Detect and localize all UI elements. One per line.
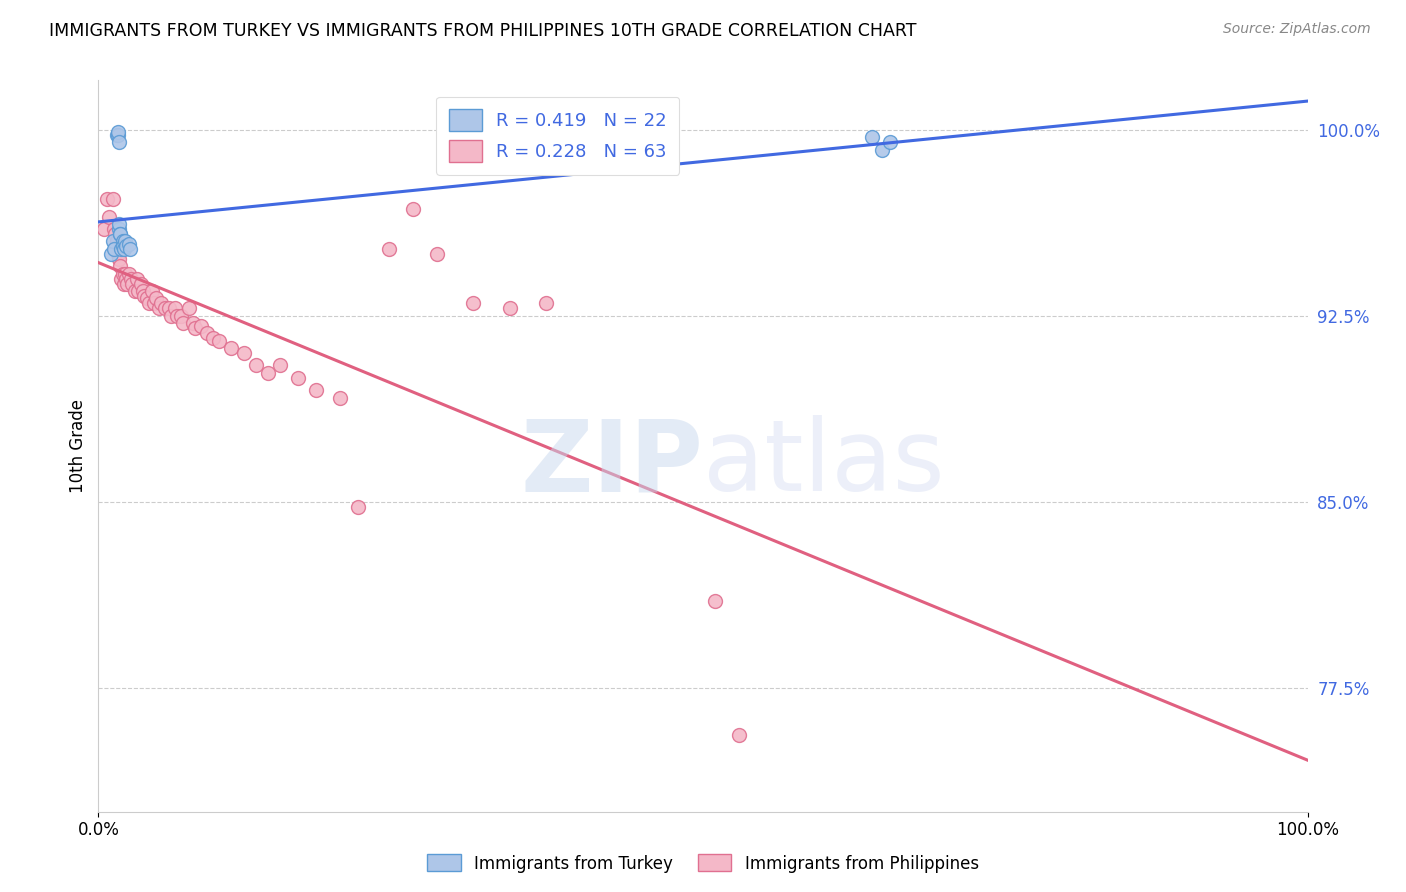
Point: [202, 331, 225, 345]
Point: [93, 222, 115, 236]
Point: [107, 128, 129, 142]
Point: [101, 235, 124, 249]
Point: [135, 292, 157, 306]
Point: [860, 130, 883, 145]
Point: [108, 227, 131, 241]
Point: [305, 383, 328, 397]
Point: [112, 242, 135, 256]
Point: [108, 227, 131, 241]
Point: [118, 267, 141, 281]
Point: [221, 341, 243, 355]
Point: [329, 391, 352, 405]
Point: [112, 277, 135, 291]
Point: [287, 371, 309, 385]
Point: [148, 301, 170, 316]
Point: [114, 267, 136, 281]
Point: [115, 239, 138, 253]
Point: [150, 296, 173, 310]
Point: [100, 247, 122, 261]
Point: [172, 316, 194, 330]
Point: [108, 252, 131, 266]
Point: [120, 271, 142, 285]
Point: [108, 259, 131, 273]
Point: [111, 239, 134, 253]
Point: [157, 301, 180, 316]
Point: [124, 284, 146, 298]
Point: [118, 242, 141, 256]
Text: ZIP: ZIP: [520, 416, 703, 512]
Point: [184, 321, 207, 335]
Point: [143, 296, 166, 310]
Point: [104, 227, 127, 241]
Point: [256, 366, 278, 380]
Point: [115, 271, 138, 285]
Point: [534, 296, 557, 310]
Point: [195, 326, 218, 341]
Point: [728, 728, 751, 742]
Point: [108, 217, 131, 231]
Point: [111, 235, 134, 249]
Point: [704, 594, 727, 608]
Point: [107, 125, 129, 139]
Point: [96, 192, 118, 206]
Point: [879, 135, 901, 149]
Y-axis label: 10th Grade: 10th Grade: [69, 399, 87, 493]
Text: atlas: atlas: [703, 416, 945, 512]
Point: [347, 500, 370, 514]
Point: [110, 271, 132, 285]
Point: [377, 242, 399, 256]
Point: [153, 301, 176, 316]
Point: [145, 292, 167, 306]
Point: [166, 309, 188, 323]
Point: [208, 334, 231, 348]
Point: [101, 192, 124, 206]
Point: [129, 277, 152, 291]
Point: [117, 277, 139, 291]
Legend: R = 0.419   N = 22, R = 0.228   N = 63: R = 0.419 N = 22, R = 0.228 N = 63: [436, 96, 679, 175]
Point: [103, 242, 125, 256]
Point: [138, 296, 160, 310]
Point: [402, 202, 425, 217]
Point: [426, 247, 449, 261]
Point: [190, 318, 212, 333]
Point: [134, 289, 156, 303]
Point: [121, 277, 143, 291]
Point: [103, 222, 125, 236]
Point: [163, 301, 186, 316]
Point: [169, 309, 191, 323]
Point: [111, 267, 134, 281]
Point: [132, 284, 155, 298]
Point: [232, 346, 254, 360]
Point: [107, 247, 129, 261]
Point: [118, 236, 141, 251]
Point: [870, 143, 893, 157]
Point: [105, 128, 128, 142]
Point: [269, 359, 291, 373]
Legend: Immigrants from Turkey, Immigrants from Philippines: Immigrants from Turkey, Immigrants from …: [420, 847, 986, 880]
Point: [108, 135, 131, 149]
Point: [127, 284, 149, 298]
Point: [181, 316, 204, 330]
Point: [127, 271, 149, 285]
Point: [108, 222, 131, 236]
Text: Source: ZipAtlas.com: Source: ZipAtlas.com: [1223, 22, 1371, 37]
Text: IMMIGRANTS FROM TURKEY VS IMMIGRANTS FROM PHILIPPINES 10TH GRADE CORRELATION CHA: IMMIGRANTS FROM TURKEY VS IMMIGRANTS FRO…: [49, 22, 917, 40]
Point: [105, 235, 128, 249]
Point: [114, 235, 136, 249]
Point: [160, 309, 183, 323]
Point: [463, 296, 485, 310]
Point: [141, 284, 163, 298]
Point: [498, 301, 520, 316]
Point: [110, 242, 132, 256]
Point: [245, 359, 267, 373]
Point: [179, 301, 201, 316]
Point: [98, 210, 121, 224]
